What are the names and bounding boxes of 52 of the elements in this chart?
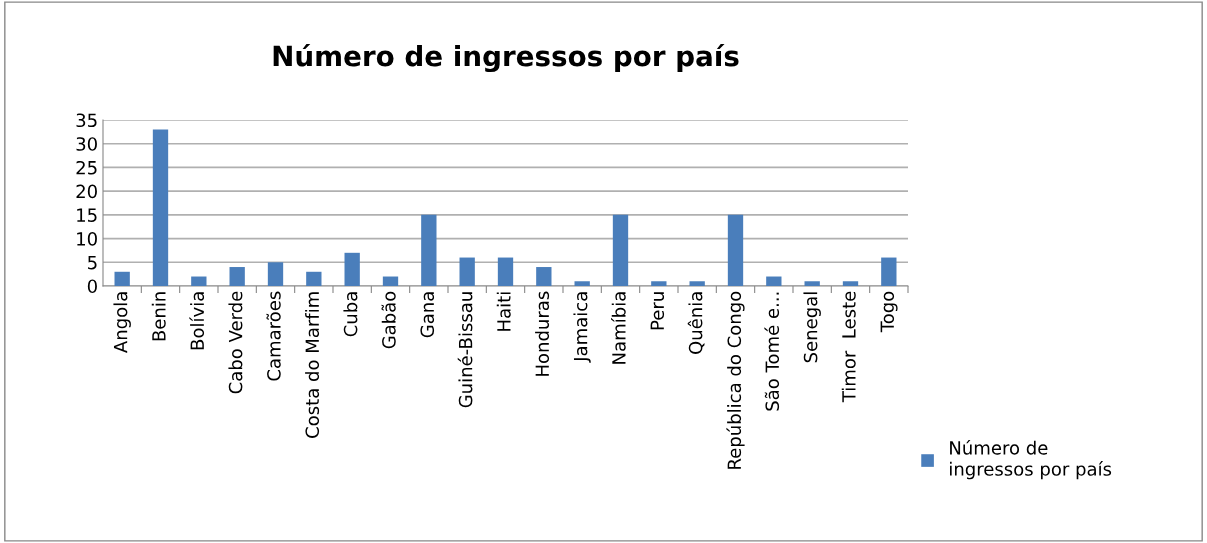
x-tick-label: Haiti (496, 292, 511, 331)
y-tick-label: 10 (77, 232, 97, 246)
y-tick-label: 15 (77, 208, 97, 222)
bar (306, 271, 322, 286)
x-tick-label: Togo (880, 291, 898, 333)
y-tick-label: 5 (88, 255, 97, 270)
x-tick-label: Peru (650, 292, 665, 330)
x-tick-label: Quênia (687, 292, 705, 354)
x-tick-label: Camarões (266, 291, 281, 381)
bar (727, 214, 744, 286)
bar (497, 257, 514, 286)
x-tick-label: Gabão (381, 291, 396, 349)
x-tick-label: Guiné-Bissau (457, 292, 473, 408)
x-tick-label: Senegal (803, 292, 821, 363)
bar (804, 281, 820, 286)
x-tick-label: Cuba (343, 292, 358, 337)
bar (842, 281, 859, 286)
y-tick-label: 20 (76, 184, 97, 199)
bar (651, 281, 667, 286)
bar (421, 214, 437, 286)
bar (267, 262, 284, 286)
chart-title: Número de ingressos por país (273, 43, 739, 73)
x-tick-label: Cabo Verde (228, 291, 243, 394)
x-tick-label: Namíbia (611, 292, 626, 364)
y-tick-label: 0 (87, 279, 97, 294)
x-tick-label: Benin (151, 292, 166, 341)
bar (536, 267, 552, 286)
bar (459, 257, 475, 286)
bar (689, 281, 705, 286)
x-tick-label: Bolívia (189, 292, 205, 350)
bar (114, 271, 130, 286)
x-tick-label: Gana (420, 292, 435, 338)
bar (229, 267, 245, 286)
bar (152, 129, 169, 286)
y-tick-label: 25 (76, 160, 97, 175)
bar (766, 276, 782, 286)
x-tick-label: Angola (113, 292, 131, 353)
bar (344, 252, 360, 286)
x-tick-label: Honduras (535, 291, 550, 376)
y-tick-label: 35 (76, 113, 97, 128)
x-tick-label: Costa do Marfim (305, 292, 320, 438)
x-tick-label: Jamaica (573, 292, 591, 363)
y-tick-label: 30 (76, 137, 97, 151)
bar (382, 276, 399, 286)
bar (191, 276, 207, 286)
bar (574, 281, 590, 286)
x-tick-label: República do Congo (726, 291, 745, 469)
bar (881, 257, 897, 286)
x-tick-label: São Tomé e... (764, 292, 780, 411)
bar (612, 214, 629, 286)
x-tick-label: Timor Leste (841, 291, 856, 403)
legend-label: Número de ingressos por país (950, 440, 1112, 480)
